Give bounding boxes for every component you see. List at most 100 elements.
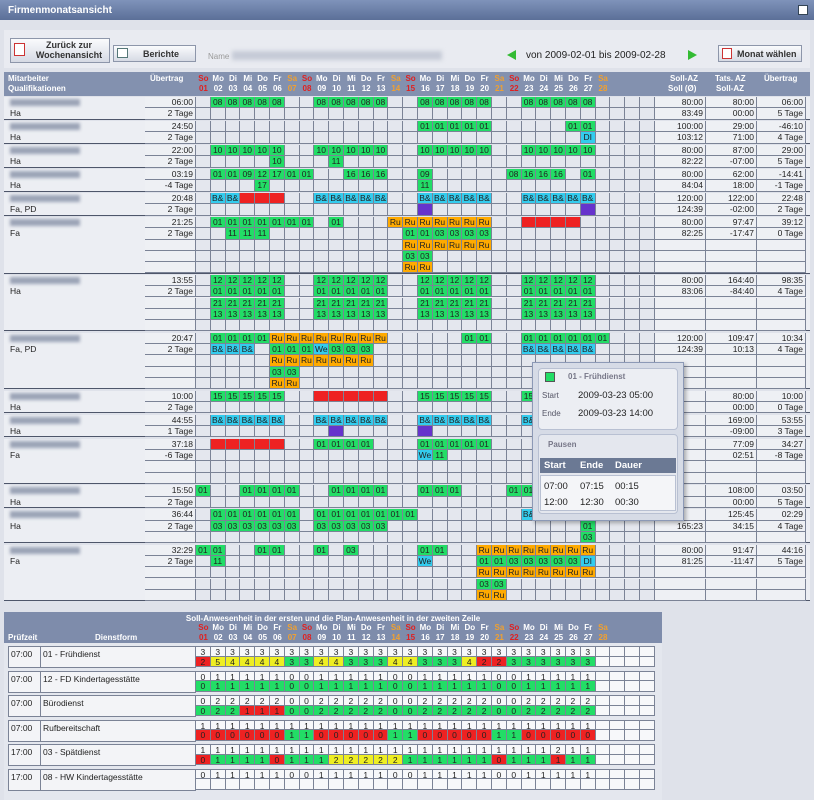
- day-cell: [580, 250, 596, 263]
- day-cell: [640, 344, 655, 356]
- weekday-label: Do: [360, 74, 372, 83]
- day-cell: [270, 132, 285, 144]
- day-cell: [299, 402, 315, 414]
- reports-label: Berichte: [143, 49, 180, 59]
- day-cell: [625, 332, 640, 345]
- day-cell: [536, 204, 552, 216]
- day-cell: [240, 402, 256, 414]
- soll-count: 1: [418, 744, 433, 755]
- shift-cell: Ru: [566, 567, 581, 579]
- weekday-label: Do: [257, 623, 268, 632]
- soll-count: 1: [299, 719, 315, 730]
- plan-count: 1: [566, 681, 581, 692]
- header-actual: Tats. AZ: [715, 74, 746, 83]
- soll-count: 1: [536, 768, 552, 779]
- day-cell: [492, 274, 507, 287]
- actual-empty: [706, 262, 757, 274]
- soll-count: 3: [314, 646, 330, 657]
- shift-cell: Ru: [506, 544, 522, 556]
- day-cell: [477, 156, 492, 168]
- shift-cell: 08: [358, 97, 374, 109]
- carry-out-empty: [757, 567, 806, 579]
- shift-cell: 01: [344, 509, 359, 521]
- shift-cell: 11: [329, 156, 344, 168]
- day-cell: [358, 544, 374, 556]
- day-cell: [240, 239, 256, 251]
- back-button[interactable]: [10, 38, 110, 63]
- day-cell: [521, 320, 537, 332]
- summary-cell: [625, 695, 640, 706]
- day-cell: [196, 180, 211, 192]
- day-cell: [536, 320, 552, 332]
- day-cell: [640, 239, 655, 251]
- day-cell: [477, 169, 492, 181]
- weekday-label: Mo: [523, 74, 535, 83]
- day-cell: [388, 366, 404, 378]
- shift-cell: 13: [210, 308, 226, 321]
- shift-cell: B&: [536, 193, 552, 205]
- shift-cell: Ru: [551, 544, 566, 556]
- day-cell: [506, 156, 522, 168]
- day-cell: [492, 262, 507, 274]
- plan-count: 0: [270, 754, 285, 765]
- shift-cell: 13: [462, 308, 478, 321]
- day-cell: [388, 589, 404, 602]
- day-cell: [492, 121, 507, 133]
- plan-count: 0: [284, 705, 300, 716]
- day-cell: [580, 108, 596, 120]
- soll-count: 1: [551, 768, 566, 779]
- reports-button[interactable]: [113, 45, 196, 62]
- shift-cell: B&: [521, 193, 537, 205]
- summary-cell: [595, 779, 611, 790]
- tooltip-cell: 12:00: [544, 497, 568, 508]
- day-cell: [255, 344, 270, 356]
- shift-cell: 12: [358, 274, 374, 287]
- tooltip-cell: 07:15: [580, 481, 604, 492]
- day-cell: [196, 472, 211, 484]
- day-cell: [566, 228, 581, 240]
- actual-empty: [706, 355, 757, 367]
- day-cell: [196, 496, 211, 508]
- day-cell: [270, 461, 285, 473]
- day-cell: [566, 531, 581, 544]
- plan-count: 0: [388, 681, 404, 692]
- shift-cell: 03: [403, 250, 418, 263]
- summary-col-form: Dienstform: [95, 633, 138, 642]
- target-empty: [655, 262, 706, 274]
- day-cell: [329, 544, 344, 556]
- weekday-label: Mo: [316, 623, 328, 632]
- shift-cell: 01: [196, 544, 211, 556]
- day-cell: [462, 531, 478, 544]
- day-cell: [329, 250, 344, 263]
- minimize-button[interactable]: [798, 5, 808, 15]
- day-cell: [299, 121, 315, 133]
- day-label: 05: [258, 633, 268, 642]
- plan-count: 1: [432, 681, 448, 692]
- next-arrow[interactable]: [688, 50, 697, 60]
- day-cell: [210, 461, 226, 473]
- day-cell: [432, 472, 448, 484]
- day-cell: [225, 378, 241, 390]
- day-cell: [299, 274, 315, 287]
- prev-arrow[interactable]: [507, 50, 516, 60]
- day-cell: [373, 355, 389, 367]
- day-cell: [506, 366, 522, 378]
- day-label: 09: [317, 84, 327, 93]
- shift-cell: 21: [240, 297, 256, 309]
- shift-cell: 03: [270, 520, 285, 532]
- day-cell: [284, 496, 300, 508]
- shift-cell: 09: [418, 169, 433, 181]
- plan-count: 1: [492, 730, 507, 741]
- day-cell: [477, 320, 492, 332]
- shift-cell: 01: [477, 286, 492, 298]
- month-button[interactable]: [718, 45, 802, 62]
- day-cell: [551, 262, 566, 274]
- weekday-label: Di: [228, 74, 237, 83]
- day-cell: [270, 402, 285, 414]
- plan-count: 1: [418, 754, 433, 765]
- day-cell: [506, 193, 522, 205]
- day-cell: [388, 450, 404, 462]
- day-cell: [447, 402, 463, 414]
- day-cell: [299, 567, 315, 579]
- day-cell: [610, 180, 626, 192]
